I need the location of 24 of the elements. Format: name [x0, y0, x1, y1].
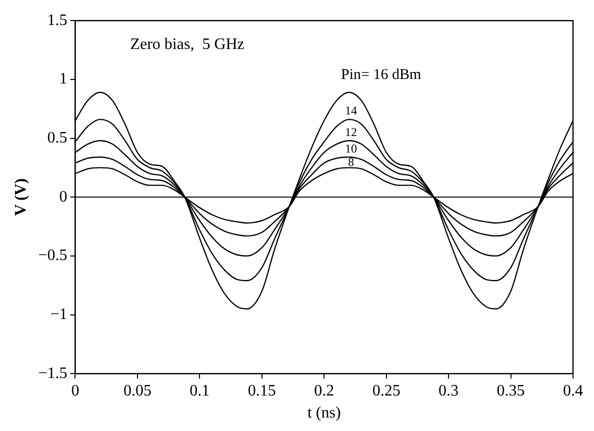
- y-tick-label: −0.5: [38, 247, 68, 264]
- y-tick-label: −1: [50, 306, 68, 323]
- x-tick-label: 0.3: [438, 382, 459, 400]
- y-tick-label: 0: [59, 188, 68, 206]
- x-tick-label: 0.25: [372, 382, 400, 400]
- y-tick-label: 1: [59, 70, 68, 88]
- x-tick-label: 0: [71, 382, 80, 400]
- y-axis-title: V (V): [12, 178, 30, 216]
- x-tick-label: 0.4: [563, 382, 583, 400]
- x-tick-label: 0.15: [248, 382, 276, 400]
- x-axis-title: t (ns): [307, 404, 341, 422]
- series-label: 8: [348, 155, 354, 170]
- series-label: 12: [345, 124, 357, 139]
- x-tick-label: 0.2: [314, 382, 334, 400]
- annotation: Zero bias, 5 GHz: [130, 36, 244, 53]
- x-tick-label: 0.1: [190, 382, 210, 400]
- y-tick-label: 0.5: [47, 129, 68, 146]
- series-label: Pin= 16 dBm: [341, 66, 422, 83]
- series-label: 10: [345, 142, 357, 156]
- y-tick-label: 1.5: [47, 12, 68, 29]
- x-tick-label: 0.05: [123, 382, 152, 400]
- series-label: 14: [345, 104, 357, 118]
- x-tick-label: 0.35: [496, 382, 525, 400]
- y-tick-label: −1.5: [38, 364, 68, 382]
